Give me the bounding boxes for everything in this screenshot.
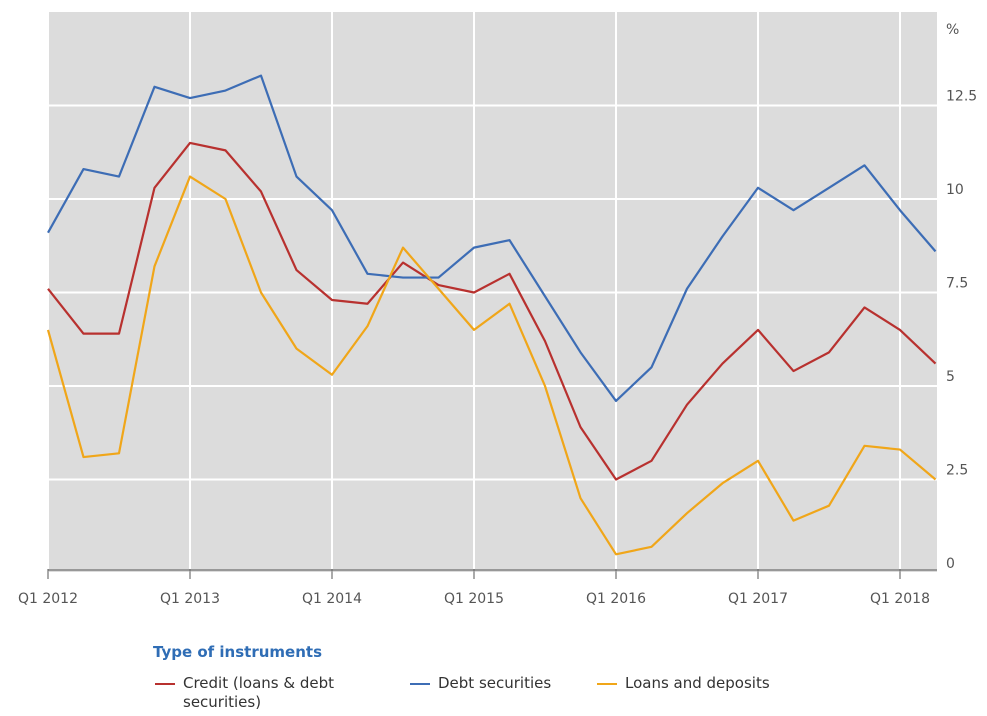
y-tick-label: 2.5 [946,463,968,479]
line-series [47,141,937,481]
legend-label: Credit (loans & debt securities) [183,674,334,711]
y-tick-label: 0 [946,556,955,572]
y-tick-label: 10 [946,182,964,198]
plot: % 0 2.5 5 7.5 10 12.5 Q1 2012 Q1 2013 Q1 2014 Q1 … [18,12,977,607]
legend-label: Loans and deposits [625,674,770,692]
x-tick-label: Q1 2016 [586,591,646,607]
x-tick-label: Q1 2015 [444,591,504,607]
y-tick-label: 5 [946,369,955,385]
legend-item[interactable]: Debt securities [410,674,590,693]
legend-item[interactable]: Loans and deposits [597,674,857,693]
legend-label: Debt securities [438,674,552,692]
legend-swatch [597,683,617,685]
x-tick-label: Q1 2013 [160,591,220,607]
line-series [47,74,937,403]
legend-swatch [155,683,175,685]
x-tick-label: Q1 2017 [728,591,788,607]
x-tick-label: Q1 2014 [302,591,362,607]
legend-item[interactable]: Credit (loans & debt securities) [155,674,365,712]
legend-swatch [410,683,430,685]
x-tick-label: Q1 2012 [18,591,78,607]
legend-title: Type of instruments [153,643,322,661]
y-unit: % [946,22,959,38]
y-tick-label: 7.5 [946,276,968,292]
y-tick-label: 12.5 [946,89,977,105]
x-tick-label: Q1 2018 [870,591,930,607]
line-series [46,175,937,556]
